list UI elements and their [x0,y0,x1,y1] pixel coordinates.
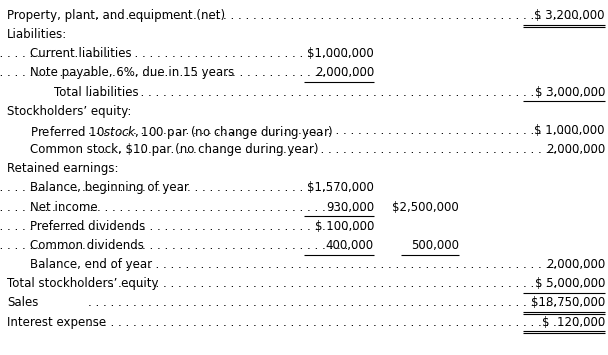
Text: Balance, beginning of year: Balance, beginning of year [30,181,189,195]
Text: $1,000,000: $1,000,000 [307,47,374,60]
Text: . . . . . . . . . . . . . . . . . . . . . . . . . . . . . . . . . . . . . . . . : . . . . . . . . . . . . . . . . . . . . … [0,201,371,214]
Text: Total stockholders’ equity: Total stockholders’ equity [7,277,159,290]
Text: . . . . . . . . . . . . . . . . . . . . . . . . . . . . . . . . . . . . . . . . : . . . . . . . . . . . . . . . . . . . . … [0,66,371,80]
Text: $ 3,000,000: $ 3,000,000 [534,86,605,99]
Text: . . . . . . . . . . . . . . . . . . . . . . . . . . . . . . . . . . . . . . . . : . . . . . . . . . . . . . . . . . . . . … [88,258,602,271]
Text: . . . . . . . . . . . . . . . . . . . . . . . . . . . . . . . . . . . . . . . . : . . . . . . . . . . . . . . . . . . . . … [88,296,602,310]
Text: $2,500,000: $2,500,000 [392,201,459,214]
Text: . . . . . . . . . . . . . . . . . . . . . . . . . . . . . . . . . . . . . . . . : . . . . . . . . . . . . . . . . . . . . … [88,316,602,329]
Text: 2,000,000: 2,000,000 [315,66,374,80]
Text: . . . . . . . . . . . . . . . . . . . . . . . . . . . . . . . . . . . . . . . . : . . . . . . . . . . . . . . . . . . . . … [88,86,602,99]
Text: Current liabilities: Current liabilities [30,47,132,60]
Text: Common dividends: Common dividends [30,239,144,252]
Text: . . . . . . . . . . . . . . . . . . . . . . . . . . . . . . . . . . . . . . . . : . . . . . . . . . . . . . . . . . . . . … [0,181,371,195]
Text: . . . . . . . . . . . . . . . . . . . . . . . . . . . . . . . . . . . . . . . . : . . . . . . . . . . . . . . . . . . . . … [88,9,602,22]
Text: Stockholders’ equity:: Stockholders’ equity: [7,105,132,118]
Text: . . . . . . . . . . . . . . . . . . . . . . . . . . . . . . . . . . . . . . . . : . . . . . . . . . . . . . . . . . . . . … [88,124,602,137]
Text: Balance, end of year: Balance, end of year [30,258,153,271]
Text: 400,000: 400,000 [326,239,374,252]
Text: 500,000: 500,000 [411,239,459,252]
Text: . . . . . . . . . . . . . . . . . . . . . . . . . . . . . . . . . . . . . . . . : . . . . . . . . . . . . . . . . . . . . … [88,277,602,290]
Text: $ 100,000: $ 100,000 [314,220,374,233]
Text: $ 5,000,000: $ 5,000,000 [534,277,605,290]
Text: 2,000,000: 2,000,000 [546,143,605,156]
Text: Total liabilities: Total liabilities [54,86,138,99]
Text: Interest expense: Interest expense [7,316,106,329]
Text: Property, plant, and equipment (net): Property, plant, and equipment (net) [7,9,226,22]
Text: . . . . . . . . . . . . . . . . . . . . . . . . . . . . . . . . . . . . . . . . : . . . . . . . . . . . . . . . . . . . . … [0,47,371,60]
Text: $1,570,000: $1,570,000 [307,181,374,195]
Text: Preferred dividends: Preferred dividends [30,220,146,233]
Text: Common stock, $10 par (no change during year): Common stock, $10 par (no change during … [30,143,319,156]
Text: 2,000,000: 2,000,000 [546,258,605,271]
Text: . . . . . . . . . . . . . . . . . . . . . . . . . . . . . . . . . . . . . . . . : . . . . . . . . . . . . . . . . . . . . … [0,220,371,233]
Text: Net income: Net income [30,201,98,214]
Text: Note payable, 6%, due in 15 years: Note payable, 6%, due in 15 years [30,66,235,80]
Text: Sales: Sales [7,296,39,310]
Text: . . . . . . . . . . . . . . . . . . . . . . . . . . . . . . . . . . . . . . . . : . . . . . . . . . . . . . . . . . . . . … [88,143,602,156]
Text: . . . . . . . . . . . . . . . . . . . . . . . . . . . . . . . . . . . . . . . . : . . . . . . . . . . . . . . . . . . . . … [0,239,371,252]
Text: Preferred $10 stock, $100 par (no change during year): Preferred $10 stock, $100 par (no change… [30,124,334,141]
Text: $ 1,000,000: $ 1,000,000 [534,124,605,137]
Text: Retained earnings:: Retained earnings: [7,162,119,175]
Text: Liabilities:: Liabilities: [7,28,67,41]
Text: $ 3,200,000: $ 3,200,000 [534,9,605,22]
Text: $18,750,000: $18,750,000 [531,296,605,310]
Text: $  120,000: $ 120,000 [542,316,605,329]
Text: 930,000: 930,000 [326,201,374,214]
